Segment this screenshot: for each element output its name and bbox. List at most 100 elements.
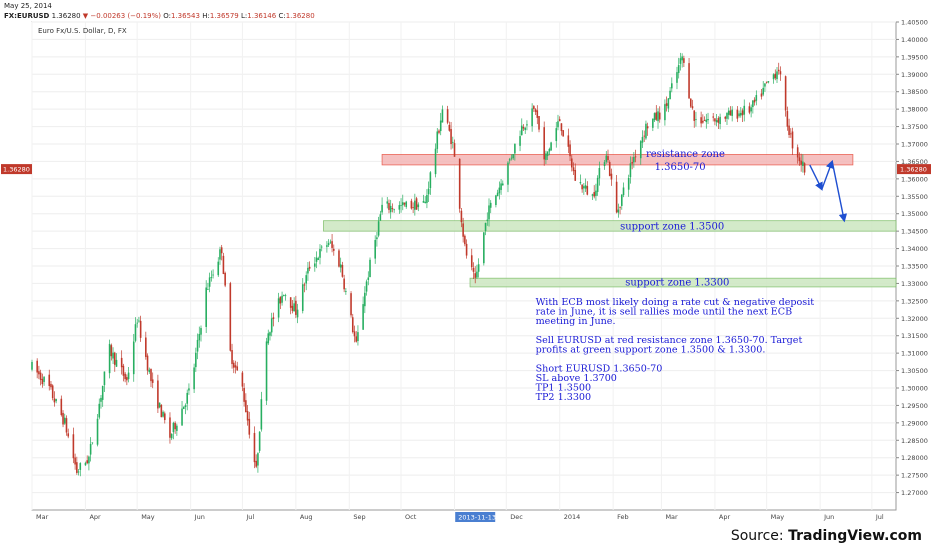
candle — [741, 108, 744, 123]
candle-body — [800, 160, 802, 165]
y-tick-label: 1.27000 — [901, 489, 928, 497]
candle-body — [400, 205, 402, 206]
candle — [136, 318, 138, 328]
candle — [89, 437, 92, 462]
candle-body — [412, 207, 414, 208]
x-tick-label: Apr — [89, 513, 101, 521]
symbol-name[interactable]: FX:EURUSD — [4, 12, 50, 20]
candle — [41, 373, 44, 388]
candle — [560, 123, 563, 136]
candle-body — [67, 433, 70, 437]
candle — [279, 296, 282, 310]
candle-body — [388, 202, 390, 210]
chart-title: Euro Fx/U.S. Dollar, D, FX — [38, 27, 127, 35]
candle-body — [498, 187, 501, 194]
candle-body — [414, 200, 416, 210]
candle-body — [558, 119, 561, 122]
candle — [429, 171, 432, 195]
candle — [343, 274, 345, 293]
candle-body — [376, 237, 378, 240]
candle — [48, 369, 51, 391]
candle — [593, 185, 596, 199]
support-zone — [323, 220, 897, 232]
candle — [172, 421, 175, 440]
candle — [581, 184, 583, 193]
candle-body — [691, 106, 694, 109]
candle-body — [339, 264, 342, 268]
candle-body — [631, 162, 633, 164]
y-tick-label: 1.28000 — [901, 454, 928, 462]
low-label: L: — [241, 12, 248, 20]
candle-body — [715, 120, 718, 123]
candle-body — [393, 209, 395, 211]
candle — [526, 120, 528, 131]
candle — [500, 179, 502, 195]
candle-body — [145, 337, 147, 357]
candle-body — [36, 360, 38, 373]
candle-body — [731, 109, 733, 116]
candle-body — [743, 105, 746, 115]
candle — [583, 183, 585, 195]
candle-body — [269, 332, 271, 336]
price-change: ▼ −0.00263 (−0.19%) — [82, 12, 162, 20]
candle-body — [398, 205, 401, 210]
source-name[interactable]: TradingView.com — [788, 528, 922, 544]
close-value: 1.36280 — [285, 12, 315, 20]
candle — [691, 99, 694, 110]
candle — [507, 161, 509, 193]
candle-body — [524, 127, 527, 131]
resistance-zone-value: 1.3650-70 — [655, 162, 706, 173]
candle-body — [338, 250, 340, 267]
candle-body — [353, 331, 356, 337]
candle-body — [595, 190, 597, 196]
candle — [217, 257, 220, 277]
candle-body — [671, 83, 673, 89]
candle — [427, 181, 430, 202]
candle-body — [281, 295, 283, 303]
candle-body — [657, 111, 659, 122]
candle — [317, 256, 320, 261]
y-tick-label: 1.37000 — [901, 141, 928, 149]
candle — [765, 81, 768, 84]
candle-body — [120, 357, 123, 368]
candle-body — [174, 422, 176, 430]
candle-body — [212, 274, 214, 276]
candle — [743, 99, 746, 122]
candle-body — [55, 399, 57, 402]
x-tick-label: Aug — [300, 513, 313, 521]
candle — [610, 168, 613, 186]
candle-body — [295, 300, 297, 315]
candle-body — [750, 107, 752, 112]
candle-body — [472, 267, 475, 272]
candle-body — [462, 223, 464, 237]
candle-body — [583, 186, 585, 189]
candle-body — [31, 361, 33, 370]
candle — [620, 193, 623, 210]
candle-body — [603, 162, 606, 167]
candle — [308, 261, 311, 272]
candle — [205, 280, 207, 334]
candle-body — [405, 201, 408, 207]
candle — [139, 315, 142, 342]
candle — [586, 181, 589, 196]
candle-body — [643, 135, 646, 137]
candle — [376, 231, 378, 247]
candle — [127, 367, 130, 383]
candle-body — [788, 125, 790, 136]
candle — [212, 269, 214, 279]
candle-body — [236, 366, 239, 371]
candle — [591, 193, 594, 201]
candle-body — [289, 297, 292, 308]
candle-body — [767, 81, 770, 83]
candle — [755, 90, 758, 106]
candle — [598, 161, 601, 186]
candle-body — [234, 365, 237, 368]
candle-body — [652, 118, 654, 128]
candle — [355, 331, 358, 343]
candle-body — [470, 255, 473, 268]
candle-body — [486, 219, 489, 221]
candle — [567, 128, 570, 154]
candle-body — [567, 135, 570, 147]
candle — [315, 251, 318, 269]
